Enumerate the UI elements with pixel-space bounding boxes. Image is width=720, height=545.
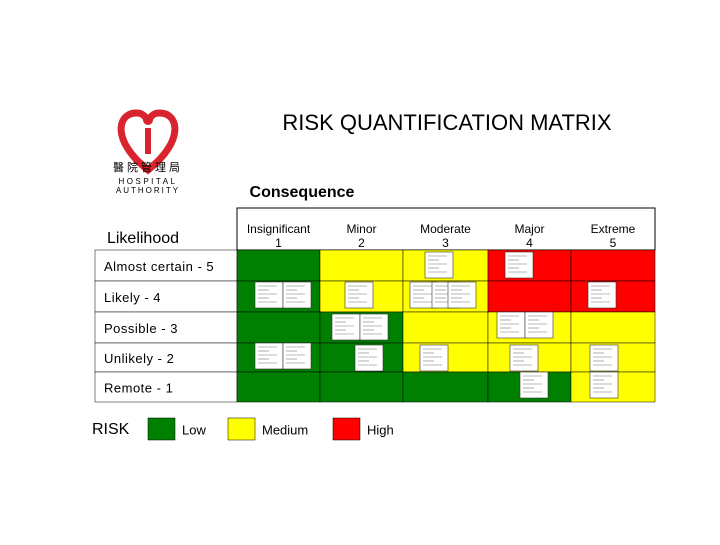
thumbnail (344, 281, 374, 309)
column-name: Extreme (591, 222, 636, 236)
thumbnail (587, 281, 617, 309)
thumbnail (359, 313, 389, 341)
matrix-cell (570, 249, 656, 282)
thumbnail (447, 281, 477, 309)
matrix-cell (570, 311, 656, 344)
thumbnail (509, 344, 539, 372)
row-label: Likely - 4 (104, 290, 161, 305)
column-name: Major (514, 222, 544, 236)
row-label-box (94, 249, 238, 282)
matrix-cell (236, 311, 321, 344)
logo-line: AUTHORITY (116, 186, 180, 195)
thumbnail (519, 371, 549, 399)
row-label: Possible - 3 (104, 321, 178, 336)
thumbnail (504, 251, 534, 279)
matrix-cell (236, 249, 321, 282)
thumbnail (589, 371, 619, 399)
matrix-cell (487, 280, 572, 313)
legend-title: RISK (92, 421, 130, 438)
row-label-box (94, 342, 238, 373)
matrix-cell (402, 371, 489, 403)
matrix-cell (319, 371, 404, 403)
thumbnail (589, 344, 619, 372)
title: RISK QUANTIFICATION MATRIX (282, 110, 612, 135)
column-name: Minor (346, 222, 376, 236)
logo-chinese: 醫院管理局 (113, 160, 183, 174)
matrix-cell (402, 311, 489, 344)
column-level: 3 (442, 236, 449, 250)
row-label: Remote - 1 (104, 380, 173, 395)
thumbnail (331, 313, 361, 341)
legend-swatch (332, 417, 361, 441)
column-name: Insignificant (247, 222, 311, 236)
thumbnail (254, 342, 284, 370)
logo: 醫院管理局 HOSPITAL AUTHORITY (113, 109, 183, 195)
thumbnail (282, 342, 312, 370)
legend-label: High (367, 422, 394, 437)
legend-label: Medium (262, 422, 308, 437)
thumbnail (496, 311, 526, 339)
matrix-cell (236, 371, 321, 403)
logo-line: HOSPITAL (119, 177, 178, 186)
row-label: Unlikely - 2 (104, 351, 174, 366)
matrix-cell (319, 249, 404, 282)
legend-label: Low (182, 422, 206, 437)
row-label-box (94, 311, 238, 344)
column-level: 4 (526, 236, 533, 250)
row-label: Almost certain - 5 (104, 259, 214, 274)
logo-body (145, 128, 151, 154)
thumbnail (282, 281, 312, 309)
thumbnail (419, 344, 449, 372)
thumbnail (354, 344, 384, 372)
row-label-box (94, 371, 238, 403)
consequence-label: Consequence (250, 184, 355, 201)
thumbnail (424, 251, 454, 279)
legend-swatch (227, 417, 256, 441)
column-level: 2 (358, 236, 365, 250)
thumbnail (524, 311, 554, 339)
logo-head (143, 115, 153, 125)
column-name: Moderate (420, 222, 471, 236)
column-level: 1 (275, 236, 282, 250)
column-level: 5 (610, 236, 617, 250)
legend-swatch (147, 417, 176, 441)
likelihood-label: Likelihood (107, 230, 179, 247)
